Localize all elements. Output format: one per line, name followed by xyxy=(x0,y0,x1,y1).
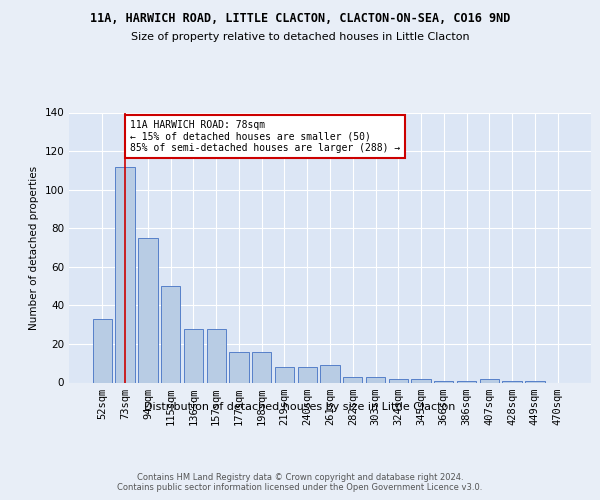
Bar xyxy=(275,367,294,382)
Bar xyxy=(206,328,226,382)
Bar xyxy=(525,380,545,382)
Bar xyxy=(479,378,499,382)
Bar xyxy=(252,352,271,382)
Bar xyxy=(184,328,203,382)
Bar xyxy=(412,378,431,382)
Bar xyxy=(138,238,158,382)
Y-axis label: Number of detached properties: Number of detached properties xyxy=(29,166,39,330)
Bar xyxy=(366,376,385,382)
Bar xyxy=(434,380,454,382)
Text: Size of property relative to detached houses in Little Clacton: Size of property relative to detached ho… xyxy=(131,32,469,42)
Bar xyxy=(502,380,522,382)
Text: 11A HARWICH ROAD: 78sqm
← 15% of detached houses are smaller (50)
85% of semi-de: 11A HARWICH ROAD: 78sqm ← 15% of detache… xyxy=(130,120,400,154)
Bar xyxy=(457,380,476,382)
Bar xyxy=(343,376,362,382)
Bar xyxy=(93,319,112,382)
Bar xyxy=(320,365,340,382)
Bar xyxy=(298,367,317,382)
Bar xyxy=(229,352,248,382)
Bar xyxy=(115,166,135,382)
Bar xyxy=(389,378,408,382)
Bar xyxy=(161,286,181,382)
Text: Contains HM Land Registry data © Crown copyright and database right 2024.
Contai: Contains HM Land Registry data © Crown c… xyxy=(118,472,482,492)
Text: Distribution of detached houses by size in Little Clacton: Distribution of detached houses by size … xyxy=(145,402,455,412)
Text: 11A, HARWICH ROAD, LITTLE CLACTON, CLACTON-ON-SEA, CO16 9ND: 11A, HARWICH ROAD, LITTLE CLACTON, CLACT… xyxy=(90,12,510,26)
